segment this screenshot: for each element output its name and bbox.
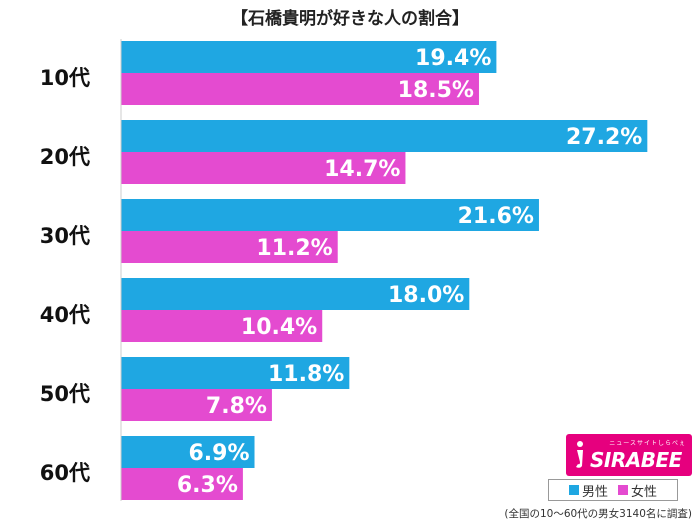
sirabee-logo: ニュースサイトしらべぇ SIRABEE <box>566 434 692 476</box>
logo-mark-icon <box>576 441 583 468</box>
chart-title: 【石橋貴明が好きな人の割合】 <box>231 9 469 29</box>
bar-male <box>121 357 350 389</box>
bar-female <box>121 389 272 421</box>
bar-female <box>121 231 338 263</box>
data-label: 7.8% <box>206 394 267 419</box>
category-label: 10代 <box>40 66 90 90</box>
data-label: 11.8% <box>268 362 344 387</box>
data-label: 11.2% <box>256 236 332 261</box>
bar-male <box>121 199 539 231</box>
legend-swatch-male <box>568 485 579 495</box>
data-label: 14.7% <box>324 157 400 182</box>
data-label: 6.9% <box>188 441 249 466</box>
data-label: 27.2% <box>566 125 642 150</box>
logo-wordmark: SIRABEE <box>590 448 682 472</box>
logo-tagline: ニュースサイトしらべぇ <box>609 440 686 447</box>
bar-female <box>121 152 406 184</box>
bar-female <box>121 73 479 105</box>
data-label: 19.4% <box>415 46 491 71</box>
data-label: 21.6% <box>458 204 534 229</box>
data-label: 18.0% <box>388 283 464 308</box>
legend-label-female: 女性 <box>631 484 658 500</box>
data-label: 6.3% <box>177 473 238 498</box>
bar-male <box>121 120 648 152</box>
bar-female <box>121 310 323 342</box>
legend-swatch-female <box>618 485 628 495</box>
category-label: 20代 <box>40 145 90 169</box>
legend-label-male: 男性 <box>581 484 608 500</box>
bar-male <box>121 436 255 468</box>
legend: 男性 女性 <box>548 479 678 501</box>
category-label: 50代 <box>40 382 90 406</box>
category-label: 60代 <box>40 461 90 485</box>
bar-male <box>121 278 470 310</box>
data-label: 18.5% <box>398 78 474 103</box>
legend-item-male: 男性 <box>568 481 608 500</box>
category-label: 30代 <box>40 224 90 248</box>
bar-male <box>121 41 497 73</box>
survey-footnote: (全国の10〜60代の男女3140名に調査) <box>504 508 692 520</box>
data-label: 10.4% <box>241 315 317 340</box>
bar-female <box>121 468 243 500</box>
legend-item-female: 女性 <box>618 481 657 500</box>
category-label: 40代 <box>40 303 90 327</box>
